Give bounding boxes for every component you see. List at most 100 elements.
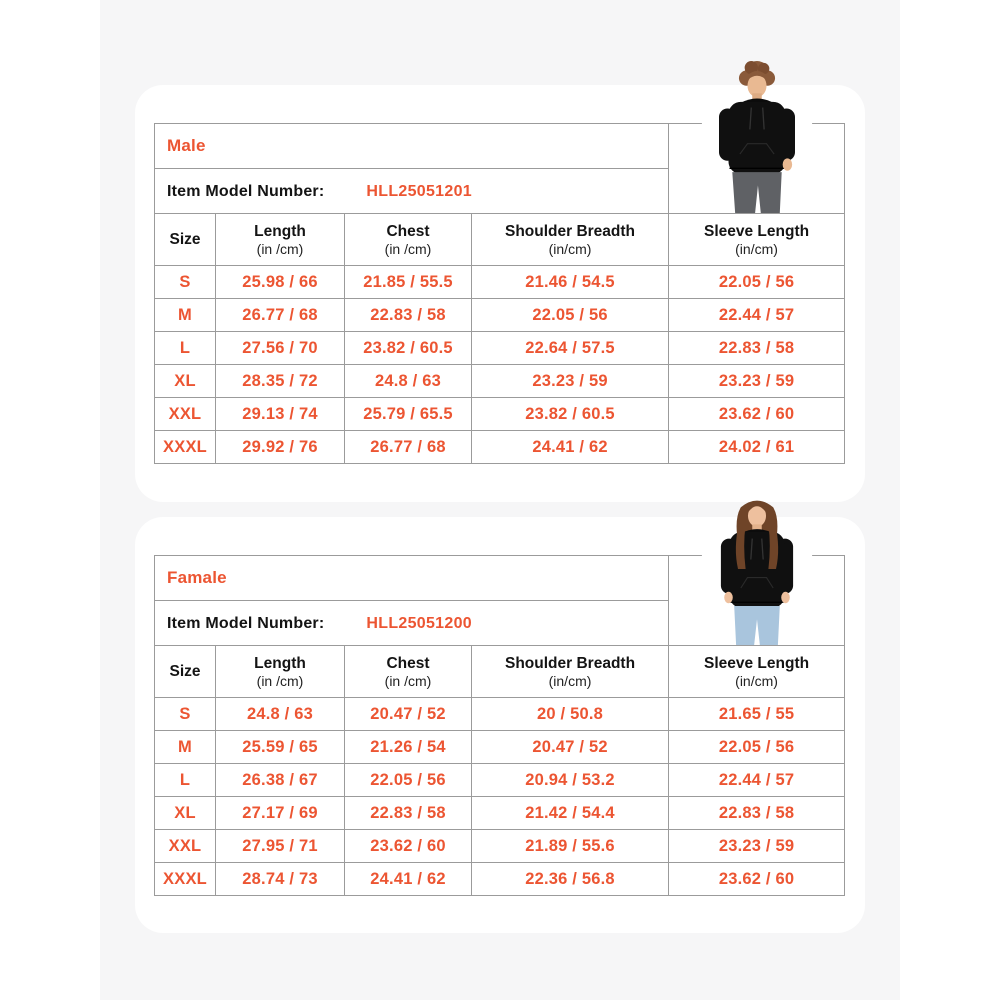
column-header-chest: Chest (in /cm) bbox=[344, 213, 472, 266]
item-model-label: Item Model Number: bbox=[167, 182, 325, 200]
column-header-shoulder-breadth: Shoulder Breadth (in/cm) bbox=[470, 213, 670, 266]
size-cell: XXL bbox=[154, 397, 216, 431]
table-row: XL 28.35 / 72 24.8 / 63 23.23 / 59 23.23 / 5… bbox=[154, 364, 846, 398]
size-cell: L bbox=[154, 331, 216, 365]
shoulder-measurement-cell: 21.42 / 54.4 bbox=[470, 796, 670, 830]
item-model-cell: Item Model Number: HLL25051200 bbox=[153, 600, 670, 646]
column-label: Size bbox=[169, 663, 201, 680]
table-row: M 26.77 / 68 22.83 / 58 22.05 / 56 22.44 / 5… bbox=[154, 298, 846, 332]
column-label: Chest bbox=[386, 654, 430, 672]
sleeve-measurement-cell: 22.44 / 57 bbox=[668, 763, 846, 797]
column-label: Sleeve Length bbox=[703, 222, 810, 240]
chest-measurement-cell: 23.62 / 60 bbox=[344, 829, 472, 863]
shoulder-measurement-cell: 24.41 / 62 bbox=[470, 430, 670, 464]
shoulder-measurement-cell: 21.89 / 55.6 bbox=[470, 829, 670, 863]
shoulder-measurement-cell: 23.82 / 60.5 bbox=[470, 397, 670, 431]
length-measurement-cell: 24.8 / 63 bbox=[215, 697, 345, 731]
shoulder-measurement-cell: 22.36 / 56.8 bbox=[470, 862, 670, 896]
table-row: XL 27.17 / 69 22.83 / 58 21.42 / 54.4 22.83 … bbox=[154, 796, 846, 830]
chest-measurement-cell: 25.79 / 65.5 bbox=[344, 397, 472, 431]
length-measurement-cell: 25.59 / 65 bbox=[215, 730, 345, 764]
length-measurement-cell: 28.74 / 73 bbox=[215, 862, 345, 896]
sleeve-measurement-cell: 23.23 / 59 bbox=[668, 364, 846, 398]
chest-measurement-cell: 22.83 / 58 bbox=[344, 796, 472, 830]
model-photo-cell bbox=[668, 500, 846, 646]
size-cell: S bbox=[154, 265, 216, 299]
sleeve-measurement-cell: 23.23 / 59 bbox=[668, 829, 846, 863]
column-header-sleeve-length: Sleeve Length (in/cm) bbox=[668, 645, 846, 698]
table-row: S 24.8 / 63 20.47 / 52 20 / 50.8 21.65 / 55 bbox=[154, 697, 846, 731]
shoulder-measurement-cell: 22.05 / 56 bbox=[470, 298, 670, 332]
table-row: S 25.98 / 66 21.85 / 55.5 21.46 / 54.5 22.05… bbox=[154, 265, 846, 299]
gender-title-cell: Famale bbox=[153, 555, 670, 601]
gender-title-cell: Male bbox=[153, 123, 670, 169]
column-unit: (in/cm) bbox=[735, 240, 778, 257]
sleeve-measurement-cell: 22.05 / 56 bbox=[668, 730, 846, 764]
female-model-photo bbox=[701, 500, 812, 645]
column-unit: (in/cm) bbox=[735, 672, 778, 689]
length-measurement-cell: 27.17 / 69 bbox=[215, 796, 345, 830]
column-header-shoulder-breadth: Shoulder Breadth (in/cm) bbox=[470, 645, 670, 698]
chest-measurement-cell: 24.41 / 62 bbox=[344, 862, 472, 896]
male-size-table: Male bbox=[153, 61, 846, 464]
sleeve-measurement-cell: 22.83 / 58 bbox=[668, 331, 846, 365]
length-measurement-cell: 29.13 / 74 bbox=[215, 397, 345, 431]
column-label: Length bbox=[254, 654, 306, 672]
model-photo-cell bbox=[668, 61, 846, 214]
shoulder-measurement-cell: 23.23 / 59 bbox=[470, 364, 670, 398]
length-measurement-cell: 29.92 / 76 bbox=[215, 430, 345, 464]
column-unit: (in/cm) bbox=[548, 240, 592, 257]
table-row: XXL 27.95 / 71 23.62 / 60 21.89 / 55.6 23.23… bbox=[154, 829, 846, 863]
sleeve-measurement-cell: 22.44 / 57 bbox=[668, 298, 846, 332]
column-unit: (in/cm) bbox=[548, 672, 592, 689]
size-chart-content: Male bbox=[135, 0, 865, 933]
length-measurement-cell: 28.35 / 72 bbox=[215, 364, 345, 398]
column-label: Shoulder Breadth bbox=[505, 654, 636, 672]
male-model-photo bbox=[701, 61, 812, 213]
chest-measurement-cell: 24.8 / 63 bbox=[344, 364, 472, 398]
gender-title: Famale bbox=[167, 568, 227, 587]
sleeve-measurement-cell: 23.62 / 60 bbox=[668, 862, 846, 896]
item-model-number: HLL25051201 bbox=[366, 182, 472, 200]
length-measurement-cell: 27.56 / 70 bbox=[215, 331, 345, 365]
size-cell: XXXL bbox=[154, 430, 216, 464]
shoulder-measurement-cell: 22.64 / 57.5 bbox=[470, 331, 670, 365]
length-measurement-cell: 25.98 / 66 bbox=[215, 265, 345, 299]
column-label: Chest bbox=[386, 222, 430, 240]
size-chart-card-male: Male bbox=[135, 61, 865, 502]
size-cell: XL bbox=[154, 364, 216, 398]
length-measurement-cell: 26.38 / 67 bbox=[215, 763, 345, 797]
size-cell: L bbox=[154, 763, 216, 797]
size-cell: S bbox=[154, 697, 216, 731]
length-measurement-cell: 26.77 / 68 bbox=[215, 298, 345, 332]
table-row: XXXL 28.74 / 73 24.41 / 62 22.36 / 56.8 23.6… bbox=[154, 862, 846, 896]
column-label: Size bbox=[169, 231, 201, 248]
shoulder-measurement-cell: 21.46 / 54.5 bbox=[470, 265, 670, 299]
size-chart-card-female: Famale bbox=[135, 500, 865, 933]
item-model-cell: Item Model Number: HLL25051201 bbox=[153, 168, 670, 214]
item-model-label: Item Model Number: bbox=[167, 614, 325, 632]
chest-measurement-cell: 21.26 / 54 bbox=[344, 730, 472, 764]
item-model-number: HLL25051200 bbox=[366, 614, 472, 632]
size-cell: M bbox=[154, 298, 216, 332]
female-size-table: Famale bbox=[153, 500, 846, 896]
length-measurement-cell: 27.95 / 71 bbox=[215, 829, 345, 863]
column-unit: (in /cm) bbox=[256, 672, 304, 689]
shoulder-measurement-cell: 20.94 / 53.2 bbox=[470, 763, 670, 797]
size-cell: XXL bbox=[154, 829, 216, 863]
column-unit: (in /cm) bbox=[256, 240, 304, 257]
chest-measurement-cell: 22.05 / 56 bbox=[344, 763, 472, 797]
size-cell: M bbox=[154, 730, 216, 764]
size-cell: XXXL bbox=[154, 862, 216, 896]
column-header-size: Size bbox=[154, 213, 216, 266]
sleeve-measurement-cell: 21.65 / 55 bbox=[668, 697, 846, 731]
shoulder-measurement-cell: 20 / 50.8 bbox=[470, 697, 670, 731]
table-row: L 27.56 / 70 23.82 / 60.5 22.64 / 57.5 22.83… bbox=[154, 331, 846, 365]
column-unit: (in /cm) bbox=[384, 672, 432, 689]
column-header-length: Length (in /cm) bbox=[215, 213, 345, 266]
sleeve-measurement-cell: 23.62 / 60 bbox=[668, 397, 846, 431]
column-label: Length bbox=[254, 222, 306, 240]
column-header-length: Length (in /cm) bbox=[215, 645, 345, 698]
gender-title: Male bbox=[167, 136, 206, 155]
column-unit: (in /cm) bbox=[384, 240, 432, 257]
